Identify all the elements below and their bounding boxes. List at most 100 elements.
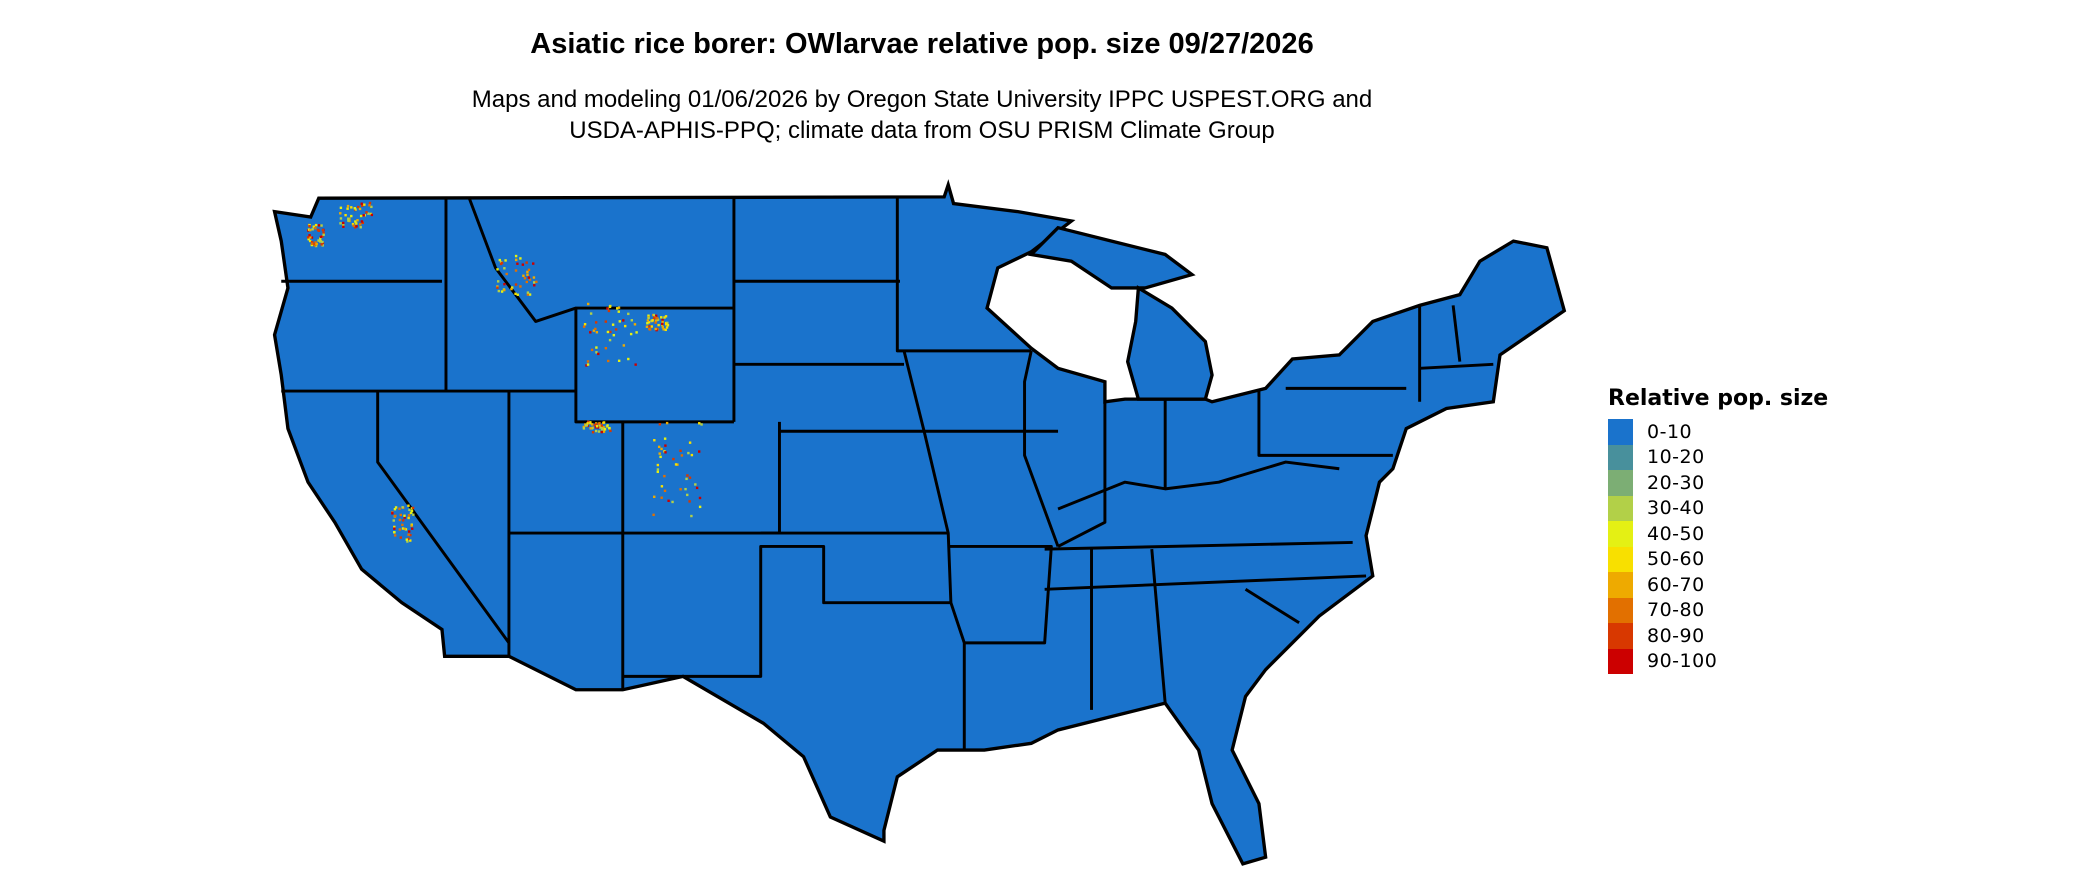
- hotspot-pixel: [497, 289, 501, 293]
- hotspot-pixel: [672, 457, 675, 461]
- hotspot-pixel: [656, 470, 660, 474]
- hotspot-pixel: [635, 331, 638, 334]
- hotspot-pixel: [654, 327, 657, 331]
- hotspot-pixel: [321, 228, 325, 232]
- hotspot-pixel: [690, 514, 693, 518]
- hotspot-pixel: [393, 508, 397, 511]
- hotspot-pixel: [660, 447, 663, 451]
- hotspot-pixel: [595, 423, 598, 426]
- hotspot-pixel: [646, 319, 650, 322]
- hotspot-pixel: [516, 293, 519, 296]
- legend-label: 60-70: [1647, 573, 1705, 596]
- hotspot-pixel: [317, 239, 320, 242]
- hotspot-pixel: [320, 224, 323, 227]
- hotspot-pixel: [627, 312, 630, 316]
- hotspot-pixel: [360, 220, 364, 223]
- hotspot-pixel: [407, 514, 411, 517]
- hotspot-pixel: [339, 222, 342, 225]
- legend-item: 0-10: [1608, 419, 1828, 445]
- hotspot-pixel: [310, 236, 314, 239]
- hotspot-pixel: [600, 425, 603, 429]
- hotspot-pixel: [617, 306, 621, 309]
- hotspot-pixel: [622, 319, 625, 322]
- hotspot-pixel: [347, 219, 350, 222]
- hotspot-pixel: [521, 263, 525, 266]
- hotspot-pixel: [614, 328, 618, 331]
- hotspot-pixel: [648, 328, 652, 331]
- hotspot-pixel: [623, 324, 627, 328]
- hotspot-pixel: [367, 212, 370, 215]
- hotspot-pixel: [647, 314, 650, 317]
- hotspot-pixel: [308, 239, 312, 243]
- hotspot-pixel: [602, 426, 605, 429]
- hotspot-pixel: [586, 422, 589, 425]
- hotspot-pixel: [314, 226, 317, 230]
- hotspot-pixel: [347, 217, 350, 220]
- hotspot-pixel: [410, 524, 413, 527]
- hotspot-pixel: [525, 280, 529, 284]
- hotspot-pixel: [608, 338, 612, 342]
- hotspot-pixel: [667, 499, 670, 502]
- hotspot-pixel: [510, 286, 514, 289]
- hotspot-pixel: [399, 513, 403, 517]
- hotspot-pixel: [342, 225, 345, 228]
- hotspot-pixel: [526, 291, 530, 294]
- hotspot-pixel: [532, 281, 536, 284]
- hotspot-pixel: [526, 273, 529, 276]
- hotspot-pixel: [312, 225, 315, 228]
- hotspot-pixel: [663, 489, 667, 493]
- hotspot-pixel: [589, 421, 592, 425]
- hotspot-pixel: [528, 293, 532, 296]
- hotspot-pixel: [346, 207, 349, 210]
- hotspot-pixel: [403, 516, 406, 519]
- hotspot-pixel: [342, 224, 345, 227]
- hotspot-pixel: [496, 268, 499, 271]
- hotspot-pixel: [590, 348, 594, 352]
- hotspot-pixel: [602, 421, 606, 424]
- hotspot-pixel: [526, 293, 530, 296]
- hotspot-pixel: [590, 427, 594, 430]
- hotspot-pixel: [519, 257, 522, 260]
- us-land: [272, 179, 1567, 866]
- hotspot-pixel: [405, 538, 408, 541]
- hotspot-pixel: [503, 267, 506, 270]
- hotspot-pixel: [686, 493, 689, 497]
- hotspot-pixel: [583, 323, 587, 326]
- hotspot-pixel: [322, 231, 325, 234]
- hotspot-pixel: [407, 533, 410, 536]
- hotspot-pixel: [603, 427, 606, 431]
- legend-label: 90-100: [1647, 650, 1718, 673]
- hotspot-pixel: [316, 228, 320, 232]
- hotspot-pixel: [652, 313, 656, 317]
- hotspot-pixel: [353, 226, 357, 229]
- hotspot-pixel: [629, 332, 633, 336]
- hotspot-pixel: [658, 423, 662, 426]
- hotspot-pixel: [585, 364, 588, 367]
- hotspot-pixel: [344, 213, 347, 217]
- hotspot-pixel: [654, 314, 658, 318]
- legend-swatch: [1608, 623, 1633, 649]
- hotspot-pixel: [398, 528, 402, 531]
- hotspot-pixel: [504, 259, 507, 262]
- hotspot-pixel: [634, 363, 637, 366]
- hotspot-pixel: [645, 325, 649, 328]
- hotspot-pixel: [630, 319, 634, 322]
- hotspot-pixel: [664, 328, 667, 332]
- hotspot-pixel: [355, 222, 358, 225]
- hotspot-pixel: [664, 315, 668, 318]
- hotspot-pixel: [319, 235, 323, 239]
- hotspot-pixel: [656, 463, 660, 467]
- hotspot-pixel: [608, 305, 612, 309]
- hotspot-pixel: [661, 325, 665, 329]
- hotspot-pixel: [370, 205, 373, 209]
- hotspot-pixel: [663, 316, 666, 319]
- hotspot-pixel: [407, 530, 411, 533]
- hotspot-pixel: [308, 225, 311, 228]
- hotspot-pixel: [399, 536, 402, 539]
- map-title: Asiatic rice borer: OWlarvae relative po…: [530, 28, 1314, 60]
- hotspot-pixel: [676, 463, 679, 466]
- hotspot-pixel: [617, 310, 620, 313]
- hotspot-pixel: [394, 514, 397, 518]
- hotspot-pixel: [604, 346, 608, 350]
- hotspot-pixel: [590, 423, 594, 426]
